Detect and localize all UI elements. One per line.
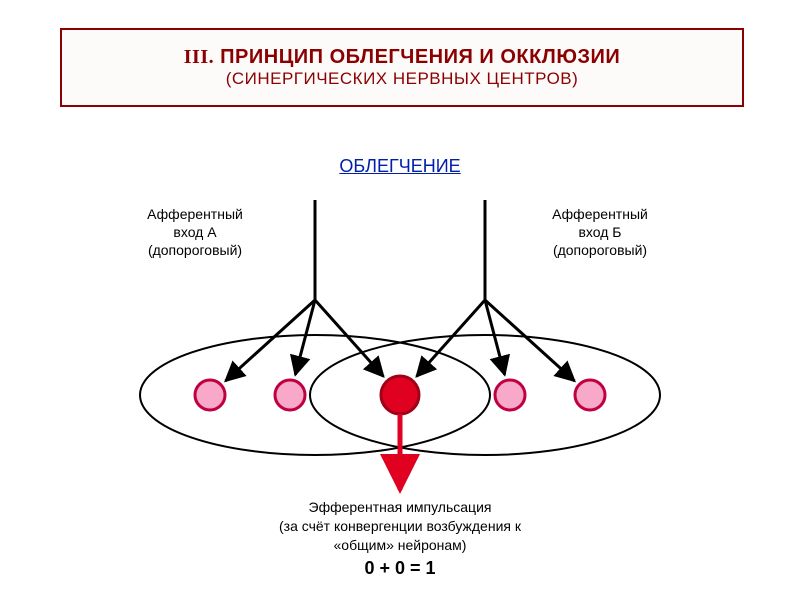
label-eff-l1: Эфферентная импульсация <box>200 498 600 517</box>
label-eff-l2: (за счёт конвергенции возбуждения к <box>200 517 600 536</box>
label-efferent: Эфферентная импульсация (за счёт конверг… <box>200 498 600 555</box>
label-eff-l3: «общим» нейронам) <box>200 536 600 555</box>
equation: 0 + 0 = 1 <box>0 558 800 579</box>
